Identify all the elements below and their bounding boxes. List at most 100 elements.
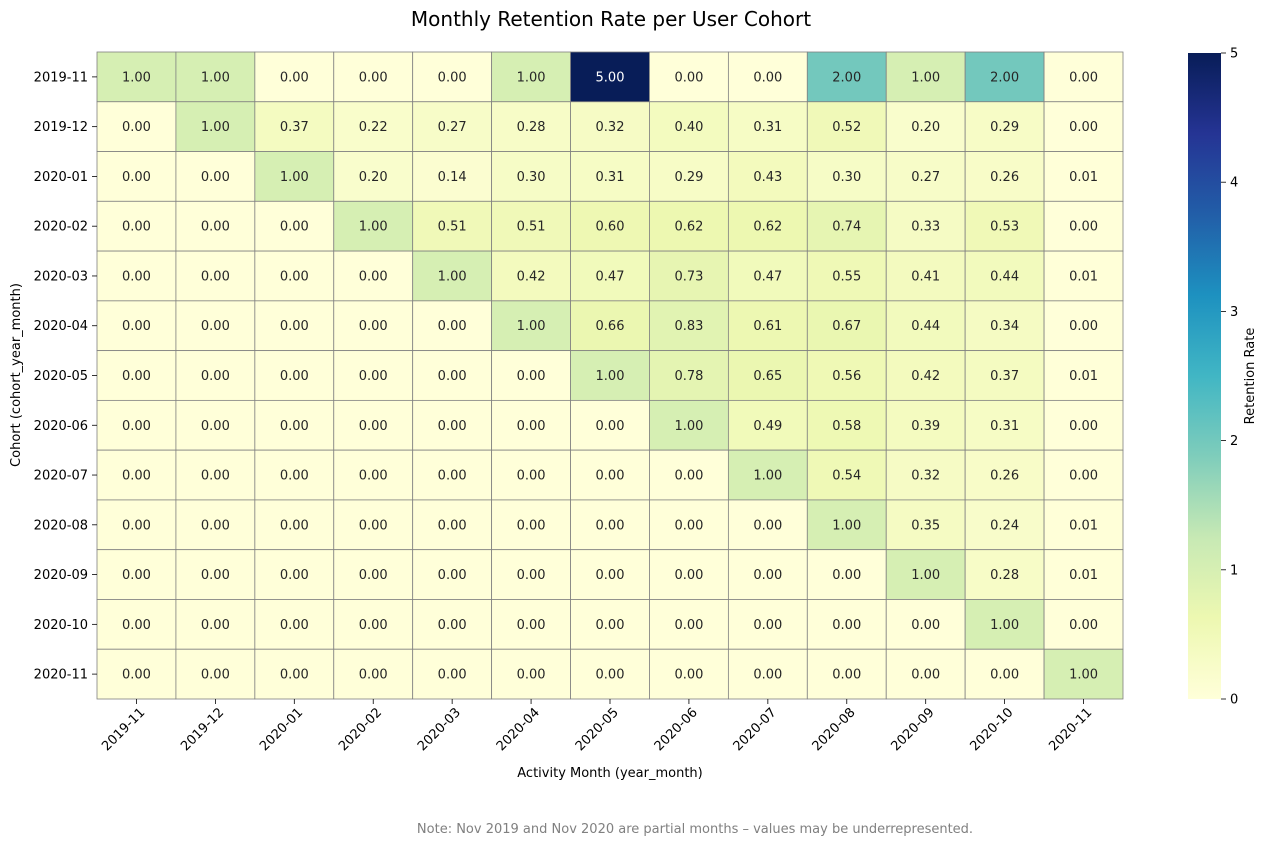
cell-value-label: 0.00 — [359, 269, 388, 284]
heatmap-cell — [885, 300, 966, 352]
heatmap-cell — [491, 350, 571, 401]
cell-value-label: 0.00 — [674, 618, 703, 633]
cell-value-label: 0.20 — [911, 120, 940, 135]
heatmap-cell — [806, 350, 887, 401]
heatmap-cell — [333, 300, 414, 352]
cell-value-label: 0.00 — [911, 618, 940, 633]
heatmap-cell — [254, 499, 335, 551]
cell-value-label: 0.00 — [122, 220, 151, 235]
cell-value-label: 0.32 — [596, 120, 625, 135]
heatmap-cell — [412, 399, 493, 451]
heatmap-cell — [254, 101, 335, 152]
y-axis-label: Cohort (cohort_year_month) — [9, 283, 24, 467]
cell-value-label: 0.00 — [280, 518, 309, 533]
heatmap-cell — [254, 399, 335, 451]
cell-value-label: 0.00 — [990, 668, 1019, 683]
x-tick-label: 2020-01 — [257, 705, 306, 754]
cell-value-label: 0.00 — [359, 518, 388, 533]
cell-value-label: 1.00 — [832, 518, 861, 533]
heatmap-cell — [96, 648, 177, 700]
heatmap-cell — [1043, 499, 1124, 551]
cell-value-label: 0.00 — [122, 319, 151, 334]
footnote: Note: Nov 2019 and Nov 2020 are partial … — [416, 822, 974, 837]
cell-value-label: 0.00 — [438, 319, 467, 334]
heatmap-cell — [964, 599, 1045, 650]
cell-value-label: 1.00 — [359, 220, 388, 235]
cell-value-label: 0.49 — [753, 419, 782, 434]
heatmap-cell — [727, 599, 808, 650]
colorbar-tick-label: 5 — [1230, 47, 1238, 62]
heatmap-cell — [649, 648, 729, 700]
cell-value-label: 0.30 — [832, 170, 861, 185]
heatmap-cell — [806, 51, 887, 103]
cell-value-label: 0.33 — [911, 220, 940, 235]
heatmap-cell — [1043, 300, 1124, 352]
cell-value-label: 0.61 — [753, 319, 782, 334]
cell-value-label: 0.00 — [280, 269, 309, 284]
cell-value-label: 0.83 — [674, 319, 703, 334]
heatmap-cell — [570, 449, 650, 501]
heatmap-cell — [254, 151, 335, 202]
y-tick-label: 2020-01 — [34, 170, 88, 185]
heatmap-cell — [570, 350, 650, 401]
cell-value-label: 1.00 — [1069, 668, 1098, 683]
heatmap-cell — [1043, 350, 1124, 401]
cell-value-label: 5.00 — [596, 70, 625, 85]
heatmap-cell — [885, 499, 966, 551]
cell-value-label: 0.00 — [280, 369, 309, 384]
heatmap-cell — [1043, 51, 1124, 103]
cell-value-label: 0.31 — [753, 120, 782, 135]
heatmap-cell — [570, 399, 650, 451]
heatmap-cell — [1043, 599, 1124, 650]
cell-value-label: 0.00 — [517, 668, 546, 683]
cell-value-label: 1.00 — [674, 419, 703, 434]
heatmap-cell — [333, 51, 414, 103]
cell-value-label: 0.00 — [438, 568, 467, 583]
cell-value-label: 0.00 — [359, 568, 388, 583]
heatmap-cell — [412, 101, 493, 152]
cell-value-label: 0.00 — [201, 469, 230, 484]
heatmap-cell — [727, 200, 808, 252]
cell-value-label: 0.00 — [596, 568, 625, 583]
heatmap-cell — [491, 449, 571, 501]
cell-value-label: 1.00 — [911, 568, 940, 583]
heatmap-cell — [412, 51, 493, 103]
cell-value-label: 0.73 — [674, 269, 703, 284]
cell-value-label: 0.00 — [1069, 469, 1098, 484]
cell-value-label: 0.60 — [596, 220, 625, 235]
heatmap-cell — [333, 399, 414, 451]
cell-value-label: 0.00 — [201, 369, 230, 384]
heatmap-cell — [727, 300, 808, 352]
heatmap-cell — [491, 648, 571, 700]
heatmap-cell — [727, 151, 808, 202]
heatmap-cell — [333, 599, 414, 650]
heatmap-cell — [1043, 549, 1124, 600]
cell-value-label: 0.00 — [1069, 220, 1098, 235]
y-tick-label: 2020-02 — [34, 220, 88, 235]
heatmap-cell — [727, 499, 808, 551]
cell-value-label: 0.78 — [674, 369, 703, 384]
heatmap-cell — [806, 151, 887, 202]
heatmap-cell — [96, 300, 177, 352]
heatmap-cell — [727, 449, 808, 501]
heatmap-cell — [727, 101, 808, 152]
heatmap-cell — [1043, 399, 1124, 451]
cell-value-label: 0.67 — [832, 319, 861, 334]
cell-value-label: 1.00 — [517, 70, 546, 85]
x-tick-label: 2020-04 — [494, 705, 543, 754]
cell-value-label: 0.01 — [1069, 170, 1098, 185]
cell-value-label: 0.00 — [517, 469, 546, 484]
cell-value-label: 0.00 — [359, 369, 388, 384]
cell-value-label: 0.22 — [359, 120, 388, 135]
x-axis-ticks: 2019-11 2019-12 2020-01 2020-02 2020-03 2020-… — [99, 699, 1095, 754]
heatmap-cell — [491, 599, 571, 650]
heatmap-cell — [1043, 648, 1124, 700]
x-tick-label: 2020-11 — [1046, 705, 1095, 754]
cell-value-label: 0.01 — [1069, 518, 1098, 533]
heatmap-cell — [412, 648, 493, 700]
cell-value-label: 0.00 — [280, 668, 309, 683]
cell-value-label: 0.00 — [753, 618, 782, 633]
heatmap-cell — [649, 399, 729, 451]
cell-value-label: 0.00 — [201, 568, 230, 583]
cell-value-label: 0.00 — [438, 70, 467, 85]
